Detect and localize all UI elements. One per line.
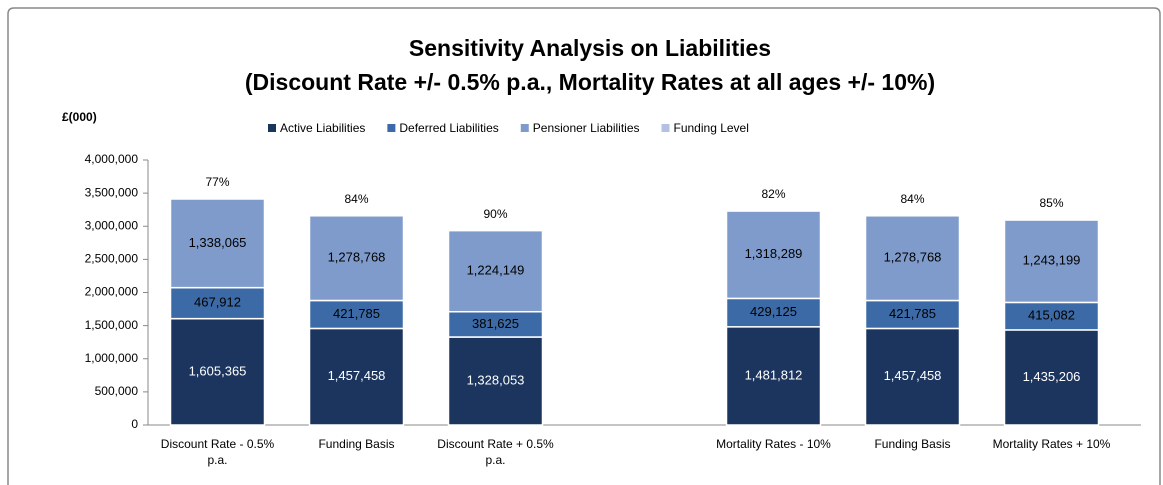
bar-segment (169, 317, 266, 426)
x-tick-label: Discount Rate + 0.5% p.a. (437, 437, 554, 467)
y-tick-label: 1,000,000 (85, 351, 139, 365)
y-tick-label: 500,000 (95, 384, 139, 398)
bar-segment (864, 299, 961, 330)
y-tick-label: 2,500,000 (85, 252, 139, 266)
y-tick-label: 1,500,000 (85, 318, 139, 332)
funding-level-label: 77% (205, 175, 229, 189)
funding-level-label: 90% (483, 207, 507, 221)
data-label: 381,625 (472, 316, 519, 331)
bar-segment (1003, 301, 1100, 331)
data-label: 467,912 (194, 295, 241, 310)
data-label: 1,318,289 (745, 246, 803, 261)
y-axis-title: £(000) (62, 110, 97, 124)
y-tick-label: 3,000,000 (85, 218, 139, 232)
chart-title: Sensitivity Analysis on Liabilities (409, 35, 771, 61)
funding-level-label: 84% (900, 192, 924, 206)
bar-segment (1003, 329, 1100, 426)
y-tick-label: 0 (131, 417, 138, 431)
bar-segment (725, 297, 822, 328)
bar-segment (308, 299, 405, 330)
data-label: 1,605,365 (189, 363, 247, 378)
x-tick-label: Discount Rate - 0.5% p.a. (161, 437, 275, 467)
bar-segment (864, 327, 961, 426)
data-label: 1,338,065 (189, 235, 247, 250)
bar-segment (725, 326, 822, 426)
data-label: 1,481,812 (745, 367, 803, 382)
bar-segment (169, 198, 266, 289)
data-label: 421,785 (333, 306, 380, 321)
legend-swatch (387, 124, 396, 132)
data-label: 1,243,199 (1023, 253, 1081, 268)
bar-segment (447, 310, 544, 338)
legend-swatch (520, 124, 529, 132)
legend-label: Deferred Liabilities (399, 121, 498, 135)
data-label: 1,278,768 (328, 250, 386, 265)
funding-level-label: 82% (761, 187, 785, 201)
data-label: 1,435,206 (1023, 369, 1081, 384)
bar-segment (1003, 219, 1100, 304)
data-label: 421,785 (889, 306, 936, 321)
data-label: 1,328,053 (467, 372, 525, 387)
bar-segment (864, 215, 961, 302)
data-label: 1,457,458 (328, 368, 386, 383)
funding-level-label: 85% (1039, 196, 1063, 210)
data-label: 1,224,149 (467, 263, 525, 278)
x-tick-label: Mortality Rates - 10% (716, 437, 831, 451)
bar-segment (447, 336, 544, 426)
bar-segment (447, 229, 544, 313)
y-tick-label: 2,000,000 (85, 285, 139, 299)
legend-label: Pensioner Liabilities (533, 121, 640, 135)
x-tick-label: Funding Basis (318, 437, 394, 451)
legend-swatch (268, 124, 276, 132)
data-label: 429,125 (750, 304, 797, 319)
chart-title: (Discount Rate +/- 0.5% p.a., Mortality … (245, 69, 935, 95)
bar-segment (725, 210, 822, 300)
data-label: 415,082 (1028, 308, 1075, 323)
y-tick-label: 4,000,000 (85, 152, 139, 166)
y-tick-label: 3,500,000 (85, 185, 139, 199)
legend-label: Funding Level (674, 121, 749, 135)
bar-segment (308, 215, 405, 302)
x-tick-label: Mortality Rates + 10% (993, 437, 1111, 451)
x-tick-label: Funding Basis (874, 437, 950, 451)
legend-swatch (661, 124, 670, 132)
legend-label: Active Liabilities (280, 121, 365, 135)
funding-level-label: 84% (344, 192, 368, 206)
data-label: 1,278,768 (884, 250, 942, 265)
frame (7, 7, 1161, 485)
data-label: 1,457,458 (884, 368, 942, 383)
